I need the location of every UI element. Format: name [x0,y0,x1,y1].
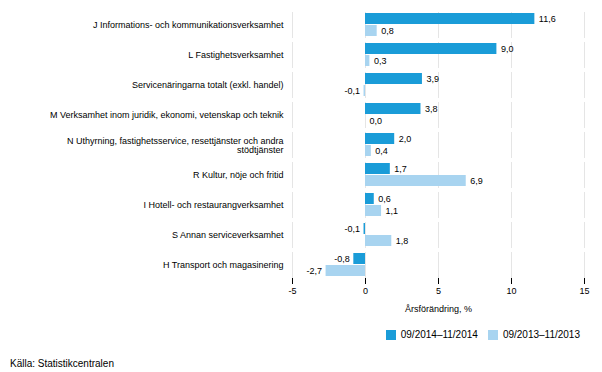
svg-text:5: 5 [436,286,441,296]
html-text:Källa: Statistikcentralen: Källa: Statistikcentralen [10,358,114,369]
svg-text:3,8: 3,8 [425,104,438,114]
svg-text:0,4: 0,4 [375,146,388,156]
svg-text:0,8: 0,8 [381,26,394,36]
svg-text:Servicenäringarna totalt (exkl: Servicenäringarna totalt (exkl. handel) [132,80,284,90]
svg-text:I Hotell- och restaurangverksa: I Hotell- och restaurangverksamhet [143,200,284,210]
svg-text:1,1: 1,1 [386,206,399,216]
svg-text:R Kultur, nöje och fritid: R Kultur, nöje och fritid [193,170,284,180]
svg-text:-0,8: -0,8 [334,254,350,264]
svg-text:H Transport och magasinering: H Transport och magasinering [163,260,284,270]
svg-text:Årsförändring, %: Årsförändring, % [405,304,472,314]
html-text:09/2014–11/2014: 09/2014–11/2014 [400,329,478,340]
svg-text:J Informations- och kommunikat: J Informations- och kommunikationsverksa… [93,20,284,30]
svg-text:0,6: 0,6 [378,194,391,204]
svg-text:L Fastighetsverksamhet: L Fastighetsverksamhet [188,50,284,60]
svg-text:2,0: 2,0 [399,134,412,144]
svg-text:N Uthyrning, fastighetsservice: N Uthyrning, fastighetsservice, resettjä… [67,136,284,155]
svg-text:9,0: 9,0 [501,44,514,54]
svg-text:11,6: 11,6 [539,14,556,24]
svg-text:15: 15 [579,286,589,296]
svg-text:S Annan serviceverksamhet: S Annan serviceverksamhet [172,230,284,240]
svg-text:0,3: 0,3 [374,56,387,66]
svg-text:-0,1: -0,1 [345,86,361,96]
svg-text:10: 10 [506,286,516,296]
svg-text:0: 0 [363,286,368,296]
svg-text:0,0: 0,0 [370,116,383,126]
svg-text:6,9: 6,9 [470,176,483,186]
html-text:09/2013–11/2013: 09/2013–11/2013 [502,329,580,340]
svg-text:-2,7: -2,7 [307,266,323,276]
svg-text:-0,1: -0,1 [345,224,361,234]
svg-text:1,7: 1,7 [394,164,407,174]
svg-text:-5: -5 [288,286,296,296]
svg-text:M Verksamhet inom juridik, eko: M Verksamhet inom juridik, ekonomi, vete… [50,110,284,120]
svg-text:1,8: 1,8 [396,236,409,246]
svg-text:3,9: 3,9 [426,74,439,84]
